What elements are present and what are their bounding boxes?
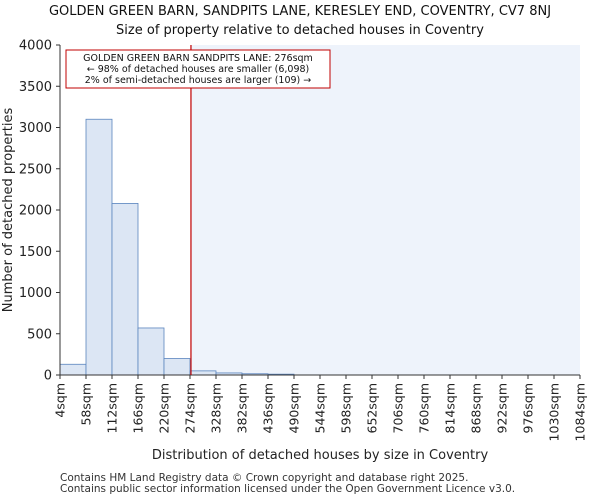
x-tick-label: 112sqm (105, 383, 120, 433)
y-tick-label: 1000 (19, 286, 52, 301)
y-ticks: 0 500 1000 1500 2000 2500 3000 3500 4000 (19, 39, 60, 384)
annotation-box: GOLDEN GREEN BARN SANDPITS LANE: 276sqm … (65, 49, 331, 89)
chart-subtitle: Size of property relative to detached ho… (116, 23, 484, 38)
bar (163, 358, 191, 376)
y-tick-label: 3000 (19, 121, 52, 136)
x-ticks: 4sqm 58sqm 112sqm 166sqm 220sqm 274sqm 328sqm 3… (53, 375, 588, 441)
y-tick-label: 500 (27, 327, 52, 342)
x-tick-label: 4sqm (53, 383, 68, 418)
bar (59, 363, 87, 376)
x-tick-label: 760sqm (417, 383, 432, 433)
y-tick-label: 2500 (19, 162, 52, 177)
y-tick-label: 0 (44, 369, 52, 384)
x-tick-label: 652sqm (365, 383, 380, 433)
x-tick-label: 868sqm (469, 383, 484, 433)
x-tick-label: 490sqm (287, 383, 302, 433)
bar (85, 118, 113, 376)
bar (189, 370, 217, 376)
larger-properties-region (190, 45, 581, 375)
y-axis-label: Number of detached properties (1, 108, 16, 313)
bar-group (59, 118, 295, 376)
footer: Contains HM Land Registry data © Crown c… (60, 473, 515, 495)
annotation-line-2: ← 98% of detached houses are smaller (6,… (87, 64, 310, 75)
y-tick-label: 4000 (19, 39, 52, 54)
x-tick-label: 220sqm (157, 383, 172, 433)
bar (111, 202, 139, 376)
bar (137, 327, 165, 376)
chart-title: GOLDEN GREEN BARN, SANDPITS LANE, KERESL… (48, 4, 552, 19)
x-tick-label: 814sqm (443, 383, 458, 433)
chart-title-block: GOLDEN GREEN BARN, SANDPITS LANE, KERESL… (0, 2, 600, 40)
y-tick-label: 3500 (19, 80, 52, 95)
x-tick-label: 1084sqm (573, 383, 588, 441)
footer-line-1: Contains HM Land Registry data © Crown c… (60, 472, 469, 484)
x-axis-label: Distribution of detached houses by size … (152, 448, 489, 463)
x-tick-label: 706sqm (391, 383, 406, 433)
x-tick-label: 1030sqm (547, 383, 562, 441)
y-tick-label: 2000 (19, 204, 52, 219)
y-tick-label: 1500 (19, 245, 52, 260)
x-tick-label: 544sqm (313, 383, 328, 433)
x-tick-label: 922sqm (495, 383, 510, 433)
x-tick-label: 166sqm (131, 383, 146, 433)
x-tick-label: 58sqm (79, 383, 94, 426)
x-tick-label: 274sqm (183, 383, 198, 433)
x-tick-label: 382sqm (235, 383, 250, 433)
x-tick-label: 598sqm (339, 383, 354, 433)
annotation-border (65, 49, 331, 89)
x-tick-label: 328sqm (209, 383, 224, 433)
annotation-line-1: GOLDEN GREEN BARN SANDPITS LANE: 276sqm (83, 53, 313, 64)
footer-line-2: Contains public sector information licen… (60, 483, 516, 495)
x-tick-label: 976sqm (521, 383, 536, 433)
x-tick-label: 436sqm (261, 383, 276, 433)
annotation-line-3: 2% of semi-detached houses are larger (1… (85, 75, 312, 86)
